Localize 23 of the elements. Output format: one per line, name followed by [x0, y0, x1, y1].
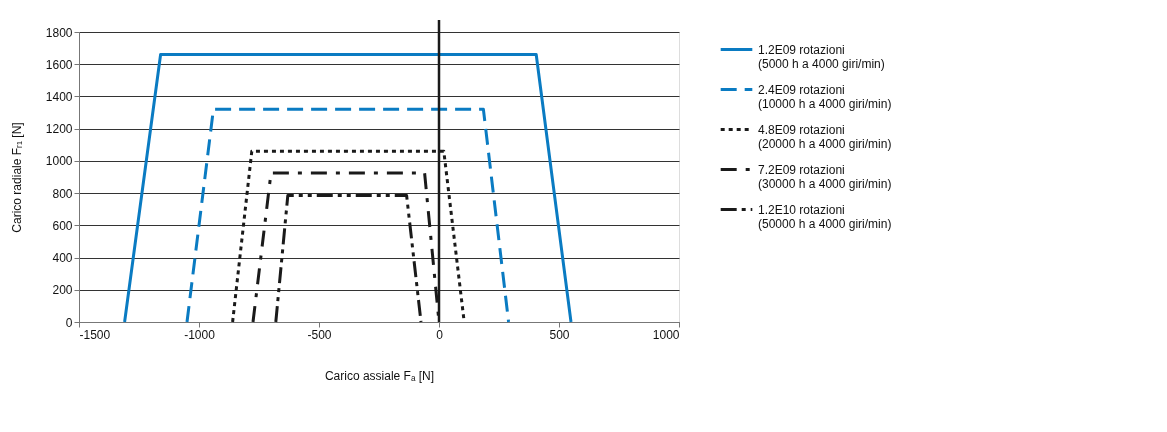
x-tick-label: 0: [436, 327, 444, 342]
legend-label: 1.2E10 rotazioni (50000 h a 4000 giri/min): [758, 202, 892, 231]
x-tick-label: -500: [307, 327, 332, 342]
x-tick-label: -1500: [79, 327, 111, 342]
x-axis-title: Carico assiale Fₐ [N]: [324, 368, 435, 383]
y-tick-label: 1200: [45, 122, 73, 137]
legend-label: 2.4E09 rotazioni (10000 h a 4000 giri/min): [758, 82, 892, 111]
y-tick-label: 1400: [45, 89, 73, 104]
y-tick-label: 1000: [45, 154, 73, 169]
y-tick-label: 400: [52, 251, 73, 266]
y-tick-label: 0: [65, 315, 73, 330]
y-tick-label: 1600: [45, 57, 73, 72]
legend-label: 7.2E09 rotazioni (30000 h a 4000 giri/min): [758, 162, 892, 191]
y-tick-label: 200: [52, 283, 73, 298]
x-tick-label: 500: [549, 327, 570, 342]
legend-label: 4.8E09 rotazioni (20000 h a 4000 giri/min): [758, 122, 892, 151]
x-tick-label: 1000: [652, 327, 680, 342]
y-axis-title: Carico radiale Fᵣ₁ [N]: [9, 122, 24, 233]
legend-label: 1.2E09 rotazioni (5000 h a 4000 giri/min): [758, 42, 885, 71]
x-tick-label: -1000: [184, 327, 216, 342]
y-tick-label: 1800: [45, 25, 73, 40]
y-tick-label: 600: [52, 218, 73, 233]
y-tick-label: 800: [52, 186, 73, 201]
